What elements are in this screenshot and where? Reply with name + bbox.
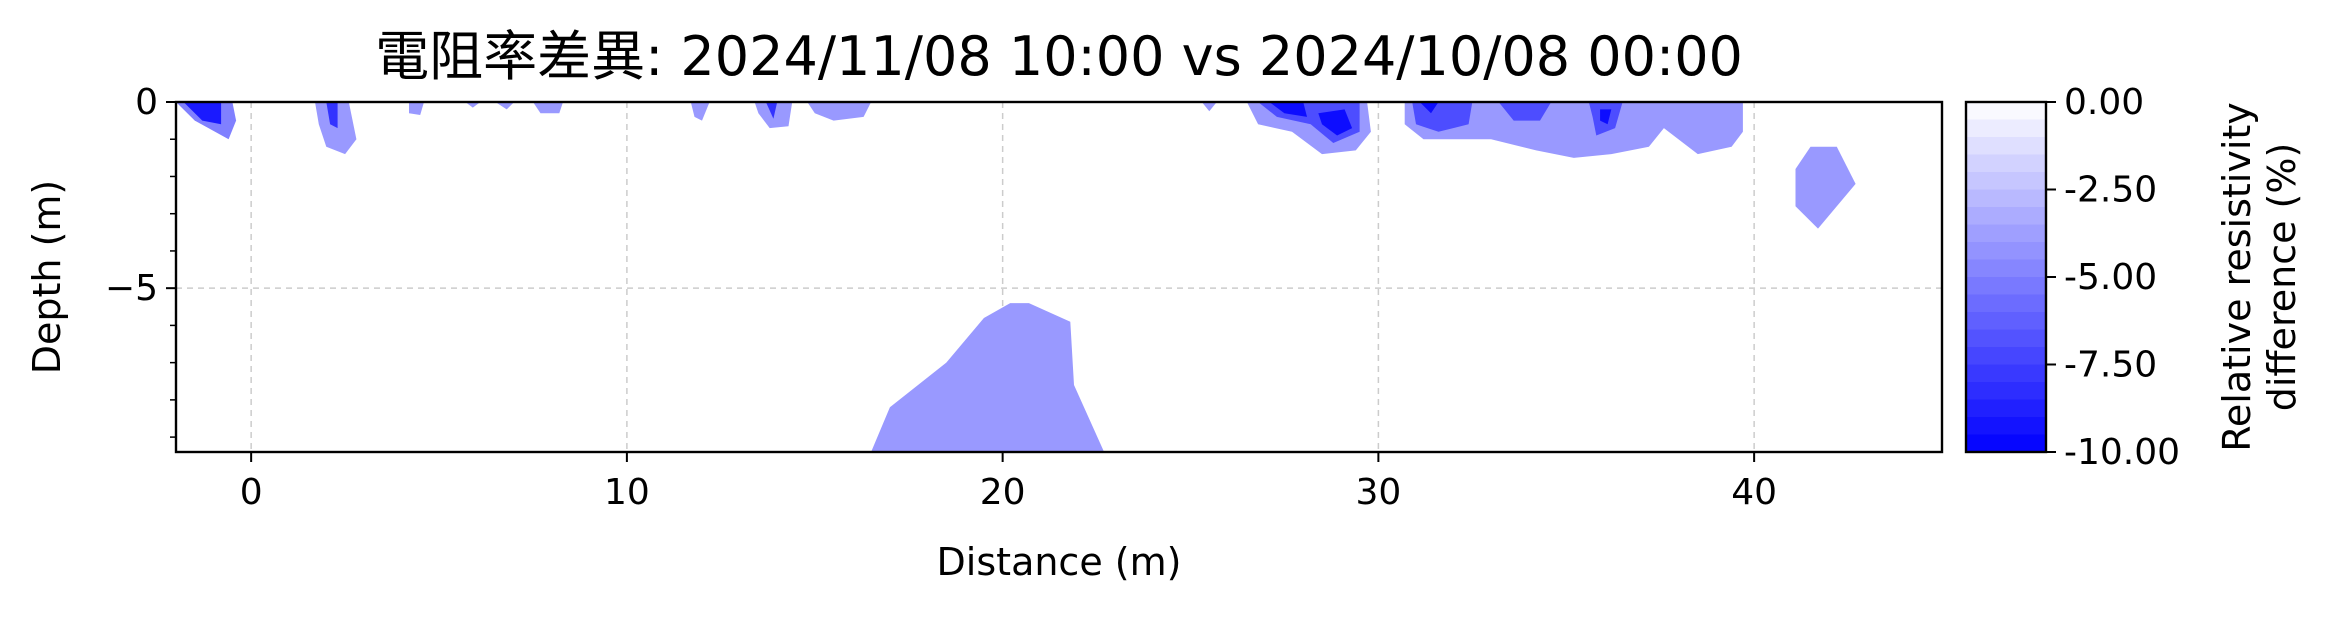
colorbar-band xyxy=(1966,365,2046,383)
colorbar-band xyxy=(1966,225,2046,243)
colorbar-band xyxy=(1966,295,2046,313)
contour-layer xyxy=(176,102,1856,452)
chart-title: 電阻率差異: 2024/11/08 10:00 vs 2024/10/08 00… xyxy=(375,25,1743,88)
colorbar-band xyxy=(1966,207,2046,225)
y-axis-label: Depth (m) xyxy=(25,180,69,375)
colorbar-band xyxy=(1966,400,2046,418)
colorbar-band xyxy=(1966,347,2046,365)
contour-region-patch-8m xyxy=(533,102,563,113)
colorbar-band xyxy=(1966,277,2046,295)
x-tick-label: 0 xyxy=(240,472,263,513)
colorbar-bands xyxy=(1966,102,2046,453)
x-axis-label: Distance (m) xyxy=(937,540,1182,584)
colorbar-band xyxy=(1966,435,2046,453)
colorbar-band xyxy=(1966,330,2046,348)
y-tick-label: 0 xyxy=(135,82,158,123)
contour-region-patch-4m xyxy=(409,102,424,115)
colorbar-label-line2: difference (%) xyxy=(2260,143,2304,412)
colorbar-ticks: 0.00 -2.50 -5.00 -7.50 -10.00 xyxy=(2046,82,2180,473)
contour-region-patch-12m xyxy=(691,102,710,121)
y-tick-label: −5 xyxy=(105,268,158,309)
x-tick-label: 30 xyxy=(1355,472,1401,513)
colorbar-band xyxy=(1966,260,2046,278)
colorbar: 0.00 -2.50 -5.00 -7.50 -10.00 Relative resis… xyxy=(1966,82,2304,473)
x-tick-label: 20 xyxy=(980,472,1026,513)
colorbar-label-line1: Relative resistivity xyxy=(2215,102,2259,452)
colorbar-band xyxy=(1966,102,2046,120)
colorbar-band xyxy=(1966,155,2046,173)
contour-region-patch-25m xyxy=(1202,102,1217,111)
colorbar-tick-label: -10.00 xyxy=(2064,432,2180,473)
colorbar-band xyxy=(1966,172,2046,190)
x-tick-label: 40 xyxy=(1731,472,1777,513)
colorbar-band xyxy=(1966,120,2046,138)
colorbar-tick-label: -5.00 xyxy=(2064,257,2157,298)
colorbar-band xyxy=(1966,242,2046,260)
colorbar-tick-label: 0.00 xyxy=(2064,82,2144,123)
colorbar-tick-label: -2.50 xyxy=(2064,170,2157,211)
colorbar-band xyxy=(1966,190,2046,208)
contour-region-patch-15m xyxy=(807,102,871,121)
contour-region-deep-anomaly xyxy=(871,303,1104,452)
colorbar-band xyxy=(1966,137,2046,155)
colorbar-band xyxy=(1966,417,2046,435)
colorbar-band xyxy=(1966,382,2046,400)
colorbar-tick-label: -7.50 xyxy=(2064,345,2157,386)
contour-region-patch-42m xyxy=(1796,147,1856,229)
colorbar-band xyxy=(1966,312,2046,330)
x-tick-label: 10 xyxy=(604,472,650,513)
